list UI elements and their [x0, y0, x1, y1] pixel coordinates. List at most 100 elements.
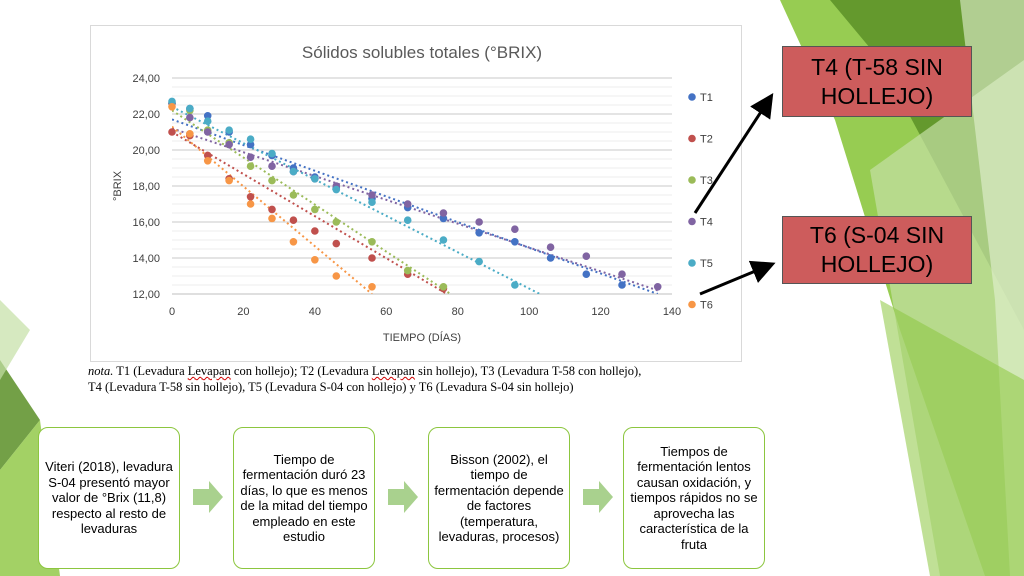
point-t4 [225, 140, 233, 149]
point-t1 [511, 238, 519, 246]
point-t2 [168, 128, 176, 136]
point-t1 [618, 281, 626, 289]
point-t3 [311, 205, 319, 214]
point-t5 [403, 216, 412, 224]
trendline-t4 [172, 127, 659, 292]
legend-label-t6: T6 [700, 300, 713, 312]
point-t6 [246, 200, 255, 208]
point-t1 [439, 214, 448, 223]
legend-label-t3: T3 [700, 175, 713, 187]
point-t6 [289, 238, 298, 246]
point-t4 [203, 128, 212, 136]
point-t4 [368, 191, 376, 199]
point-t5 [332, 185, 341, 194]
point-t4 [246, 153, 255, 161]
info-box-4: Tiempos de fermentación lentos causan ox… [623, 427, 765, 569]
point-t3 [332, 218, 341, 226]
point-t5 [246, 135, 255, 143]
point-t6 [186, 130, 194, 138]
info-box-2-text: Tiempo de fermentación duró 23 días, lo … [240, 451, 368, 545]
point-t6 [203, 157, 212, 165]
point-t6 [311, 256, 319, 264]
x-axis-label: TIEMPO (DÍAS) [383, 331, 461, 344]
x-tick-label: 80 [452, 306, 464, 318]
note-part-1: T1 (Levadura [113, 364, 188, 378]
point-t1 [546, 254, 555, 262]
legend-label-t1: T1 [700, 92, 713, 104]
trendline-t5 [172, 105, 541, 294]
point-t5 [268, 149, 276, 158]
legend-label-t4: T4 [700, 217, 713, 229]
legend-marker-t3 [688, 176, 696, 184]
info-box-1: Viteri (2018), levadura S-04 presentó ma… [38, 427, 180, 569]
point-t2 [311, 227, 319, 235]
point-t5 [225, 126, 233, 134]
point-t6 [225, 176, 233, 185]
callout-t6: T6 (S-04 SIN HOLLEJO) [782, 216, 972, 284]
point-t4 [439, 209, 448, 217]
callout-t4-text: T4 (T-58 SIN HOLLEJO) [811, 53, 943, 109]
x-tick-label: 140 [663, 306, 681, 318]
chart-note: nota. T1 (Levadura Levapan con hollejo);… [88, 363, 768, 395]
point-t1 [582, 270, 591, 278]
point-t6 [268, 214, 276, 223]
point-t4 [653, 283, 662, 291]
point-t3 [368, 238, 376, 246]
legend-marker-t2 [688, 134, 696, 143]
chart-title: Sólidos solubles totales (°BRIX) [302, 43, 542, 62]
point-t5 [475, 257, 483, 266]
legend-marker-t5 [688, 259, 696, 267]
callout-t6-text: T6 (S-04 SIN HOLLEJO) [809, 222, 945, 277]
y-axis-label: °BRIX [112, 170, 124, 201]
point-t5 [186, 104, 194, 113]
x-tick-label: 120 [591, 306, 609, 318]
note-part-2: con hollejo); T2 (Levadura [230, 364, 372, 378]
info-box-4-text: Tiempos de fermentación lentos causan ox… [630, 443, 758, 552]
legend-label-t2: T2 [700, 134, 713, 146]
point-t4 [403, 200, 412, 208]
note-lead: nota. [88, 364, 114, 378]
y-tick-label: 22,00 [132, 109, 160, 121]
y-tick-label: 20,00 [132, 145, 160, 157]
callout-t4: T4 (T-58 SIN HOLLEJO) [782, 46, 972, 117]
point-t4 [582, 252, 591, 260]
point-t2 [368, 254, 376, 262]
point-t6 [368, 283, 376, 291]
point-t5 [368, 198, 376, 206]
legend-marker-t6 [688, 300, 696, 309]
point-t5 [168, 97, 176, 106]
y-tick-label: 12,00 [132, 289, 160, 301]
point-t4 [546, 243, 555, 251]
point-t1 [246, 140, 255, 149]
y-tick-label: 14,00 [132, 253, 160, 265]
point-t5 [289, 167, 298, 176]
point-t6 [332, 272, 341, 280]
legend-marker-t4 [688, 217, 696, 226]
y-tick-label: 18,00 [132, 181, 160, 193]
info-box-1-text: Viteri (2018), levadura S-04 presentó ma… [45, 459, 173, 537]
trendline-t2 [172, 131, 448, 294]
point-t1 [203, 112, 212, 120]
point-t4 [186, 113, 194, 122]
point-t3 [403, 266, 412, 275]
info-box-3-text: Bisson (2002), el tiempo de fermentación… [434, 451, 564, 545]
info-box-3: Bisson (2002), el tiempo de fermentación… [428, 427, 570, 569]
point-t4 [618, 270, 626, 278]
point-t5 [511, 281, 519, 289]
point-t3 [439, 283, 448, 291]
info-box-2: Tiempo de fermentación duró 23 días, lo … [233, 427, 375, 569]
point-t2 [289, 216, 298, 224]
legend-marker-t1 [688, 93, 696, 101]
x-tick-label: 20 [237, 306, 249, 318]
legend-label-t5: T5 [700, 258, 713, 270]
point-t3 [289, 191, 298, 199]
point-t4 [268, 162, 276, 170]
chart-svg: Sólidos solubles totales (°BRIX) 12,00 14,… [112, 43, 713, 344]
point-t4 [475, 218, 483, 226]
note-line-2: T4 (Levadura T-58 sin hollejo), T5 (Leva… [88, 380, 574, 394]
x-tick-label: 40 [309, 306, 321, 318]
point-t4 [511, 225, 519, 233]
point-t5 [311, 175, 319, 183]
y-tick-label: 16,00 [132, 217, 160, 229]
